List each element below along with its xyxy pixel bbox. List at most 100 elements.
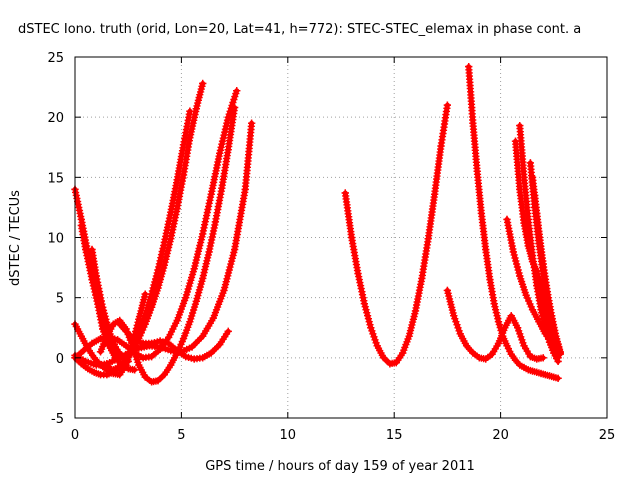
- data-point: [165, 339, 173, 347]
- data-point: [188, 343, 196, 351]
- data-point: [79, 347, 88, 355]
- y-tick-label: 15: [47, 171, 64, 186]
- data-point: [469, 349, 477, 357]
- data-point: [148, 339, 156, 347]
- data-point: [520, 342, 528, 350]
- data-point: [182, 294, 190, 302]
- data-point: [207, 349, 215, 357]
- data-point: [550, 373, 558, 381]
- data-point: [516, 272, 524, 280]
- data-point: [148, 303, 156, 311]
- series-11: [341, 101, 451, 368]
- data-point: [531, 191, 539, 199]
- data-point: [167, 361, 175, 369]
- data-point: [92, 361, 100, 369]
- data-point: [533, 355, 541, 363]
- data-point: [354, 270, 362, 278]
- data-point: [165, 333, 173, 341]
- data-point: [224, 146, 232, 154]
- data-point: [156, 337, 164, 345]
- data-point: [216, 149, 224, 157]
- data-point: [473, 167, 481, 175]
- data-point: [220, 286, 228, 295]
- data-point: [92, 272, 100, 280]
- series-5: [71, 79, 207, 379]
- data-point: [84, 365, 92, 373]
- data-point: [216, 340, 224, 349]
- data-point: [443, 101, 451, 109]
- data-point: [231, 245, 239, 254]
- data-point: [109, 369, 117, 378]
- x-tick-label: 0: [71, 428, 79, 443]
- series-16: [516, 121, 562, 366]
- series-19: [531, 191, 564, 357]
- data-point: [543, 288, 552, 296]
- y-axis-label: dSTEC / TECUs: [8, 190, 23, 286]
- data-point: [135, 361, 143, 369]
- data-point: [199, 274, 207, 283]
- data-point: [503, 215, 511, 224]
- data-point: [535, 227, 543, 236]
- data-point: [386, 360, 394, 368]
- data-point: [160, 371, 168, 379]
- data-point: [456, 330, 464, 338]
- data-point: [486, 276, 494, 284]
- data-point: [507, 312, 515, 320]
- data-point: [499, 332, 507, 340]
- series-9: [103, 290, 149, 379]
- data-point: [192, 297, 200, 305]
- data-point: [488, 350, 496, 358]
- data-point: [411, 307, 420, 315]
- data-point: [141, 373, 149, 381]
- data-point: [539, 354, 547, 362]
- data-point: [148, 378, 156, 386]
- data-point: [179, 334, 188, 343]
- data-point: [199, 230, 207, 238]
- data-point: [477, 209, 486, 218]
- data-point: [77, 215, 85, 224]
- series-13: [465, 63, 562, 382]
- data-point: [113, 355, 122, 363]
- data-point: [548, 312, 556, 320]
- data-point: [537, 369, 545, 378]
- data-point: [405, 332, 413, 340]
- data-point: [537, 306, 545, 314]
- data-point: [507, 350, 515, 358]
- data-point: [160, 261, 168, 269]
- data-point: [139, 354, 147, 362]
- data-point: [511, 356, 520, 364]
- data-point: [199, 354, 207, 362]
- data-point: [186, 134, 194, 142]
- data-point: [450, 312, 458, 320]
- data-point: [545, 338, 554, 346]
- x-tick-label: 15: [386, 428, 403, 443]
- data-point: [103, 332, 111, 340]
- tick-marks: [74, 56, 608, 419]
- data-point: [373, 342, 381, 350]
- data-point: [424, 235, 432, 243]
- y-tick-label: 25: [47, 51, 64, 66]
- data-point: [418, 274, 426, 283]
- data-point: [199, 332, 207, 340]
- data-point: [90, 354, 98, 362]
- data-point: [130, 336, 139, 344]
- data-point: [182, 353, 190, 361]
- data-point: [482, 355, 490, 363]
- y-tick-label: 5: [56, 292, 64, 307]
- data-point: [520, 173, 528, 181]
- x-axis-label: GPS time / hours of day 159 of year 2011: [205, 459, 475, 474]
- data-point: [554, 357, 562, 366]
- data-point: [179, 171, 188, 179]
- data-point: [528, 367, 537, 375]
- data-point: [113, 336, 122, 344]
- data-point: [156, 343, 164, 351]
- data-point: [103, 371, 111, 379]
- data-point: [82, 357, 90, 366]
- data-point: [96, 371, 105, 379]
- data-point: [233, 87, 241, 95]
- y-tick-label: 10: [47, 232, 64, 247]
- data-point: [541, 371, 549, 379]
- data-point: [105, 342, 113, 350]
